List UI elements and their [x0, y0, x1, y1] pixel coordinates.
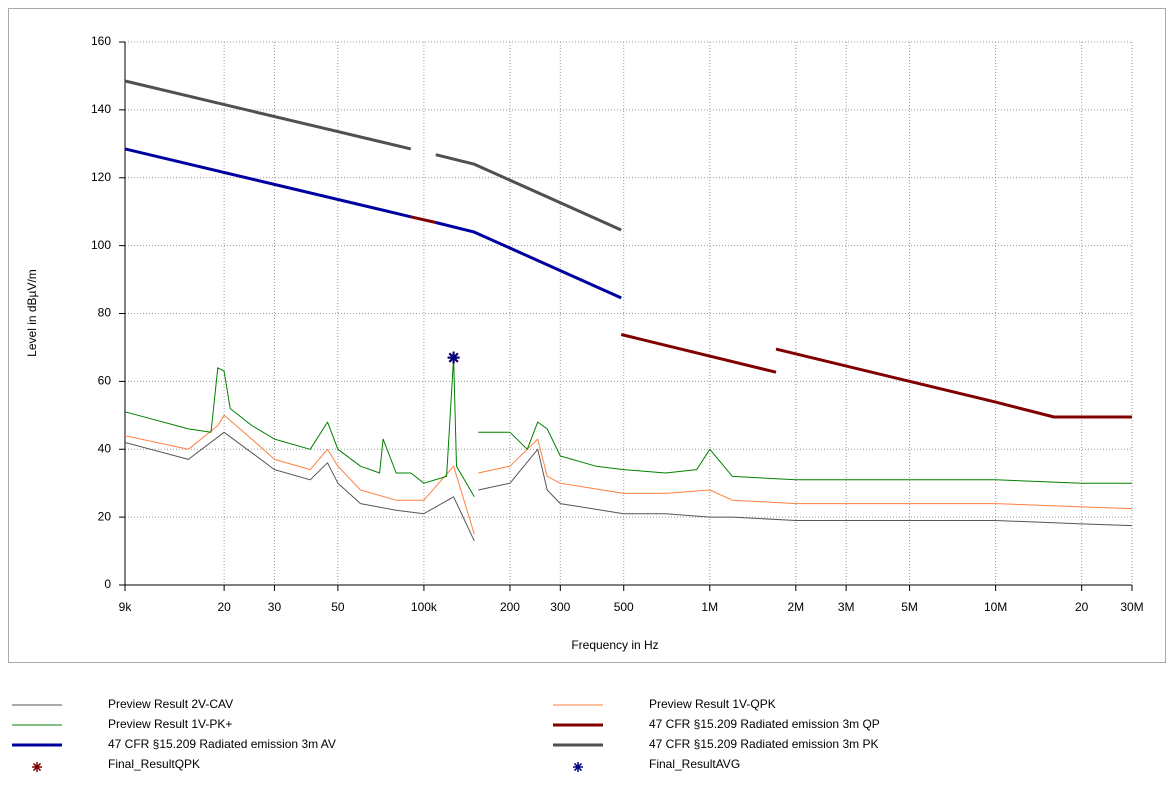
- legend-label: Preview Result 1V-QPK: [649, 697, 776, 711]
- y-tick-label: 140: [91, 102, 111, 116]
- x-tick-label: 300: [550, 600, 570, 614]
- y-axis-label: Level in dBµV/m: [25, 269, 39, 357]
- x-tick-label: 1M: [701, 600, 718, 614]
- legend-label: Preview Result 1V-PK+: [108, 717, 232, 731]
- x-tick-label: 2M: [787, 600, 804, 614]
- series-line: [124, 414, 1133, 535]
- legend-label: 47 CFR §15.209 Radiated emission 3m AV: [108, 737, 336, 751]
- y-tick-label: 160: [91, 34, 111, 48]
- y-tick-label: 0: [104, 577, 111, 591]
- x-tick-label: 9k: [119, 600, 133, 614]
- x-tick-label: 10M: [984, 600, 1007, 614]
- x-tick-label: 30M: [1120, 600, 1143, 614]
- legend-label: 47 CFR §15.209 Radiated emission 3m PK: [649, 737, 878, 751]
- legend-label: Final_ResultAVG: [649, 757, 740, 771]
- y-tick-label: 120: [91, 170, 111, 184]
- x-tick-label: 100k: [411, 600, 438, 614]
- x-axis-label: Frequency in Hz: [571, 638, 658, 652]
- x-tick-label: 20: [1075, 600, 1089, 614]
- series-line: [410, 215, 1132, 419]
- x-tick-label: 5M: [901, 600, 918, 614]
- final-result-marker: [447, 351, 460, 364]
- x-tick-label: 200: [500, 600, 520, 614]
- x-tick-label: 3M: [838, 600, 855, 614]
- series-line: [124, 431, 1133, 542]
- y-tick-label: 40: [98, 441, 112, 455]
- series-line: [124, 357, 1132, 498]
- legend-label: Preview Result 2V-CAV: [108, 697, 233, 711]
- x-tick-label: 30: [268, 600, 282, 614]
- legend-marker: [573, 762, 583, 772]
- x-tick-label: 50: [331, 600, 345, 614]
- legend-label: 47 CFR §15.209 Radiated emission 3m QP: [649, 717, 880, 731]
- legend-label: Final_ResultQPK: [108, 757, 200, 771]
- y-tick-label: 80: [98, 306, 112, 320]
- legend-marker: [32, 762, 42, 772]
- series-line: [124, 147, 622, 300]
- chart-frame: [8, 8, 1166, 663]
- y-tick-label: 20: [98, 509, 112, 523]
- y-tick-label: 100: [91, 238, 111, 252]
- x-tick-label: 500: [614, 600, 634, 614]
- y-tick-label: 60: [98, 374, 112, 388]
- series-line: [124, 79, 622, 232]
- x-tick-label: 20: [217, 600, 231, 614]
